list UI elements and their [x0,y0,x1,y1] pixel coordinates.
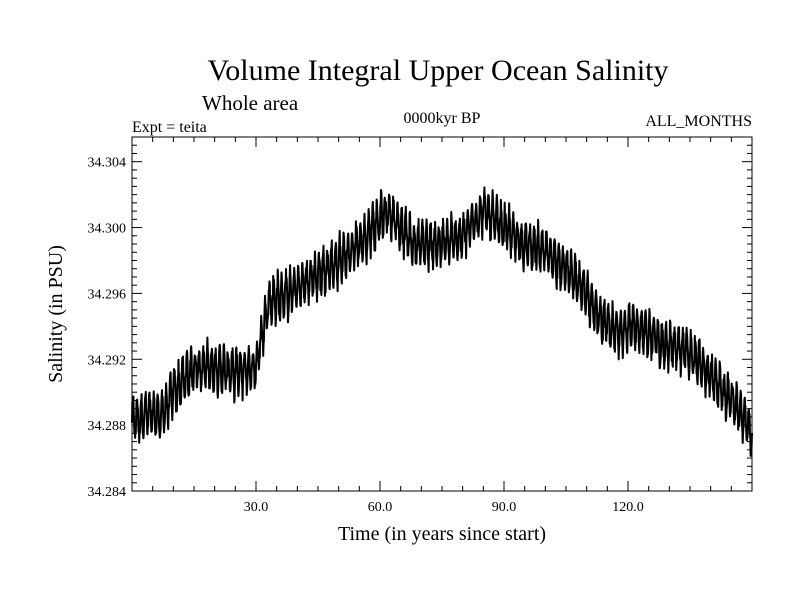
plot-frame [131,136,753,492]
experiment-label: Expt = teita [132,119,207,136]
y-tick-label: 34.296 [88,287,127,302]
y-tick-label: 34.288 [88,419,127,434]
chart-subtitle: Whole area [202,91,299,115]
y-tick-label: 34.304 [88,156,127,171]
period-label: 0000kyr BP [404,110,481,127]
y-tick-label: 34.300 [88,222,127,237]
x-axis-label: Time (in years since start) [338,523,546,545]
y-axis: 34.284 34.288 34.292 34.296 34.300 34.304 [88,136,752,500]
x-tick-label: 120.0 [612,500,644,515]
y-tick-label: 34.292 [88,353,127,368]
x-tick-label: 30.0 [244,500,269,515]
months-label: ALL_MONTHS [645,113,752,130]
x-axis: 30.0 60.0 90.0 120.0 [152,137,732,515]
y-axis-label: Salinity (in PSU) [45,245,67,383]
salinity-series-line [131,186,753,457]
chart-title: Volume Integral Upper Ocean Salinity [208,54,669,87]
x-tick-label: 60.0 [368,500,393,515]
x-tick-label: 90.0 [492,500,517,515]
y-tick-label: 34.284 [88,485,127,500]
